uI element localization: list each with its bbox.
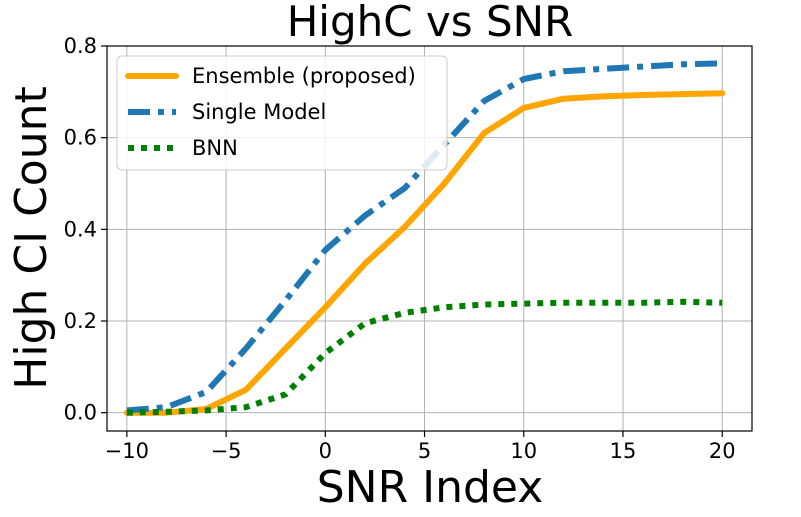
legend-label-1: Ensemble (proposed) <box>192 64 416 88</box>
y-axis-title: High CI Count <box>6 86 57 389</box>
series-line-1 <box>123 90 726 416</box>
y-tick-label: 0.0 <box>64 401 97 425</box>
y-tick-label: 0.8 <box>64 34 97 58</box>
y-tick-labels: 0.0 0.2 0.4 0.6 0.8 <box>64 34 97 425</box>
axis-ticks <box>101 45 723 437</box>
legend-label-3: BNN <box>192 136 238 160</box>
legend-box <box>116 55 448 171</box>
y-tick-label: 0.6 <box>64 126 97 150</box>
legend: Ensemble (proposed) Single Model BNN <box>116 55 448 171</box>
chart-title: HighC vs SNR <box>287 0 574 46</box>
y-tick-label: 0.4 <box>64 217 97 241</box>
x-axis-title: SNR Index <box>317 462 544 513</box>
x-tick-label: 20 <box>709 439 736 463</box>
x-tick-label: 0 <box>319 439 332 463</box>
x-tick-label: 10 <box>510 439 537 463</box>
x-tick-label: 5 <box>418 439 431 463</box>
x-tick-label: −5 <box>211 439 242 463</box>
y-tick-label: 0.2 <box>64 309 97 333</box>
x-tick-label: −10 <box>105 439 149 463</box>
plot-frame <box>106 45 753 432</box>
x-tick-label: 15 <box>610 439 637 463</box>
legend-label-2: Single Model <box>192 100 326 124</box>
x-tick-labels: −10 −5 0 5 10 15 20 <box>105 439 736 463</box>
series-line-3 <box>126 298 723 416</box>
